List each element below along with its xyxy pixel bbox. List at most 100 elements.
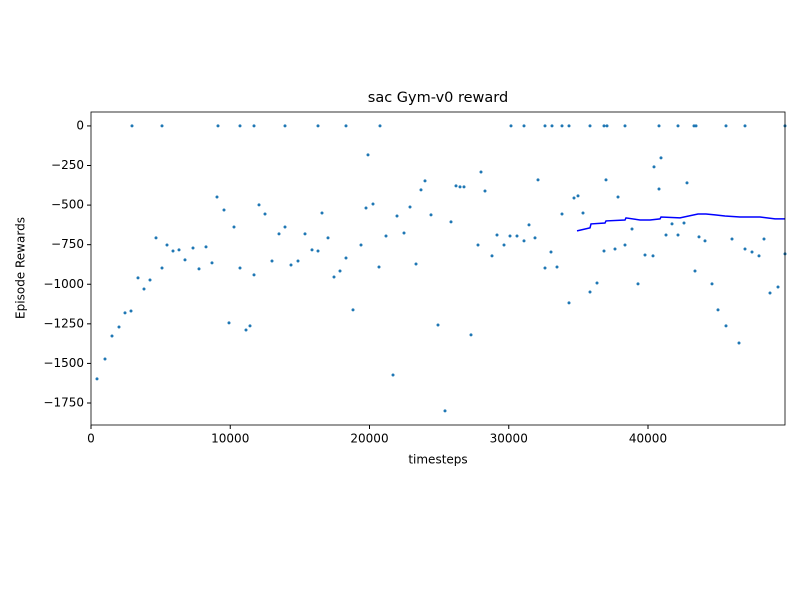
point	[757, 254, 761, 258]
point	[572, 196, 576, 200]
point	[252, 273, 256, 277]
point	[743, 124, 747, 128]
point	[252, 124, 256, 128]
point	[351, 308, 355, 312]
point	[613, 247, 617, 251]
point	[436, 323, 440, 327]
point	[651, 254, 655, 258]
point	[549, 250, 553, 254]
point	[462, 185, 466, 189]
point	[377, 265, 381, 269]
point	[710, 282, 714, 286]
y-tick-label: −1500	[43, 356, 84, 370]
point	[676, 124, 680, 128]
x-tick-label: 40000	[629, 432, 667, 446]
point	[458, 185, 462, 189]
point	[232, 225, 236, 229]
point	[588, 290, 592, 294]
line	[576, 213, 785, 232]
point	[454, 184, 458, 188]
point	[257, 203, 261, 207]
y-tick-label: 0	[76, 118, 84, 132]
y-tick-label: −1000	[43, 277, 84, 291]
point	[419, 188, 423, 192]
point	[289, 263, 293, 267]
point	[277, 232, 281, 236]
point	[443, 409, 447, 413]
point	[326, 236, 330, 240]
point	[762, 237, 766, 241]
point	[216, 124, 220, 128]
point	[103, 357, 107, 361]
point	[316, 249, 320, 253]
point	[605, 124, 609, 128]
point	[560, 124, 564, 128]
point	[123, 311, 127, 315]
point	[630, 227, 634, 231]
point	[623, 124, 627, 128]
point	[364, 206, 368, 210]
y-tick-label: −1750	[43, 395, 84, 409]
plot-frame	[90, 111, 786, 426]
point	[743, 247, 747, 251]
point	[623, 243, 627, 247]
point	[604, 178, 608, 182]
point	[697, 235, 701, 239]
point	[130, 124, 134, 128]
point	[154, 236, 158, 240]
point	[495, 233, 499, 237]
point	[210, 261, 214, 265]
point	[283, 124, 287, 128]
point	[414, 262, 418, 266]
point	[402, 231, 406, 235]
point	[270, 259, 274, 263]
point	[567, 301, 571, 305]
point	[581, 211, 585, 215]
point	[659, 156, 663, 160]
point	[238, 266, 242, 270]
y-tick-label: −250	[51, 158, 84, 172]
y-tick-label: −1250	[43, 316, 84, 330]
point	[160, 124, 164, 128]
point	[338, 269, 342, 273]
point	[737, 341, 741, 345]
point	[238, 124, 242, 128]
point	[595, 281, 599, 285]
point	[694, 124, 698, 128]
point	[685, 181, 689, 185]
point	[543, 124, 547, 128]
point	[344, 124, 348, 128]
point	[502, 243, 506, 247]
point	[522, 239, 526, 243]
point	[391, 373, 395, 377]
point	[515, 234, 519, 238]
point	[670, 222, 674, 226]
point	[283, 225, 287, 229]
point	[483, 189, 487, 193]
point	[117, 325, 121, 329]
point	[129, 309, 133, 313]
point	[730, 237, 734, 241]
point	[490, 254, 494, 258]
point	[509, 124, 513, 128]
point	[536, 178, 540, 182]
point	[95, 377, 99, 381]
point	[171, 249, 175, 253]
point	[508, 234, 512, 238]
point	[244, 328, 248, 332]
point	[177, 248, 181, 252]
point	[616, 195, 620, 199]
point	[423, 179, 427, 183]
point	[776, 285, 780, 289]
point	[469, 333, 473, 337]
point	[703, 239, 707, 243]
point	[248, 324, 252, 328]
point	[643, 253, 647, 257]
point	[522, 124, 526, 128]
point	[165, 243, 169, 247]
point	[602, 124, 606, 128]
point	[588, 124, 592, 128]
point	[222, 208, 226, 212]
